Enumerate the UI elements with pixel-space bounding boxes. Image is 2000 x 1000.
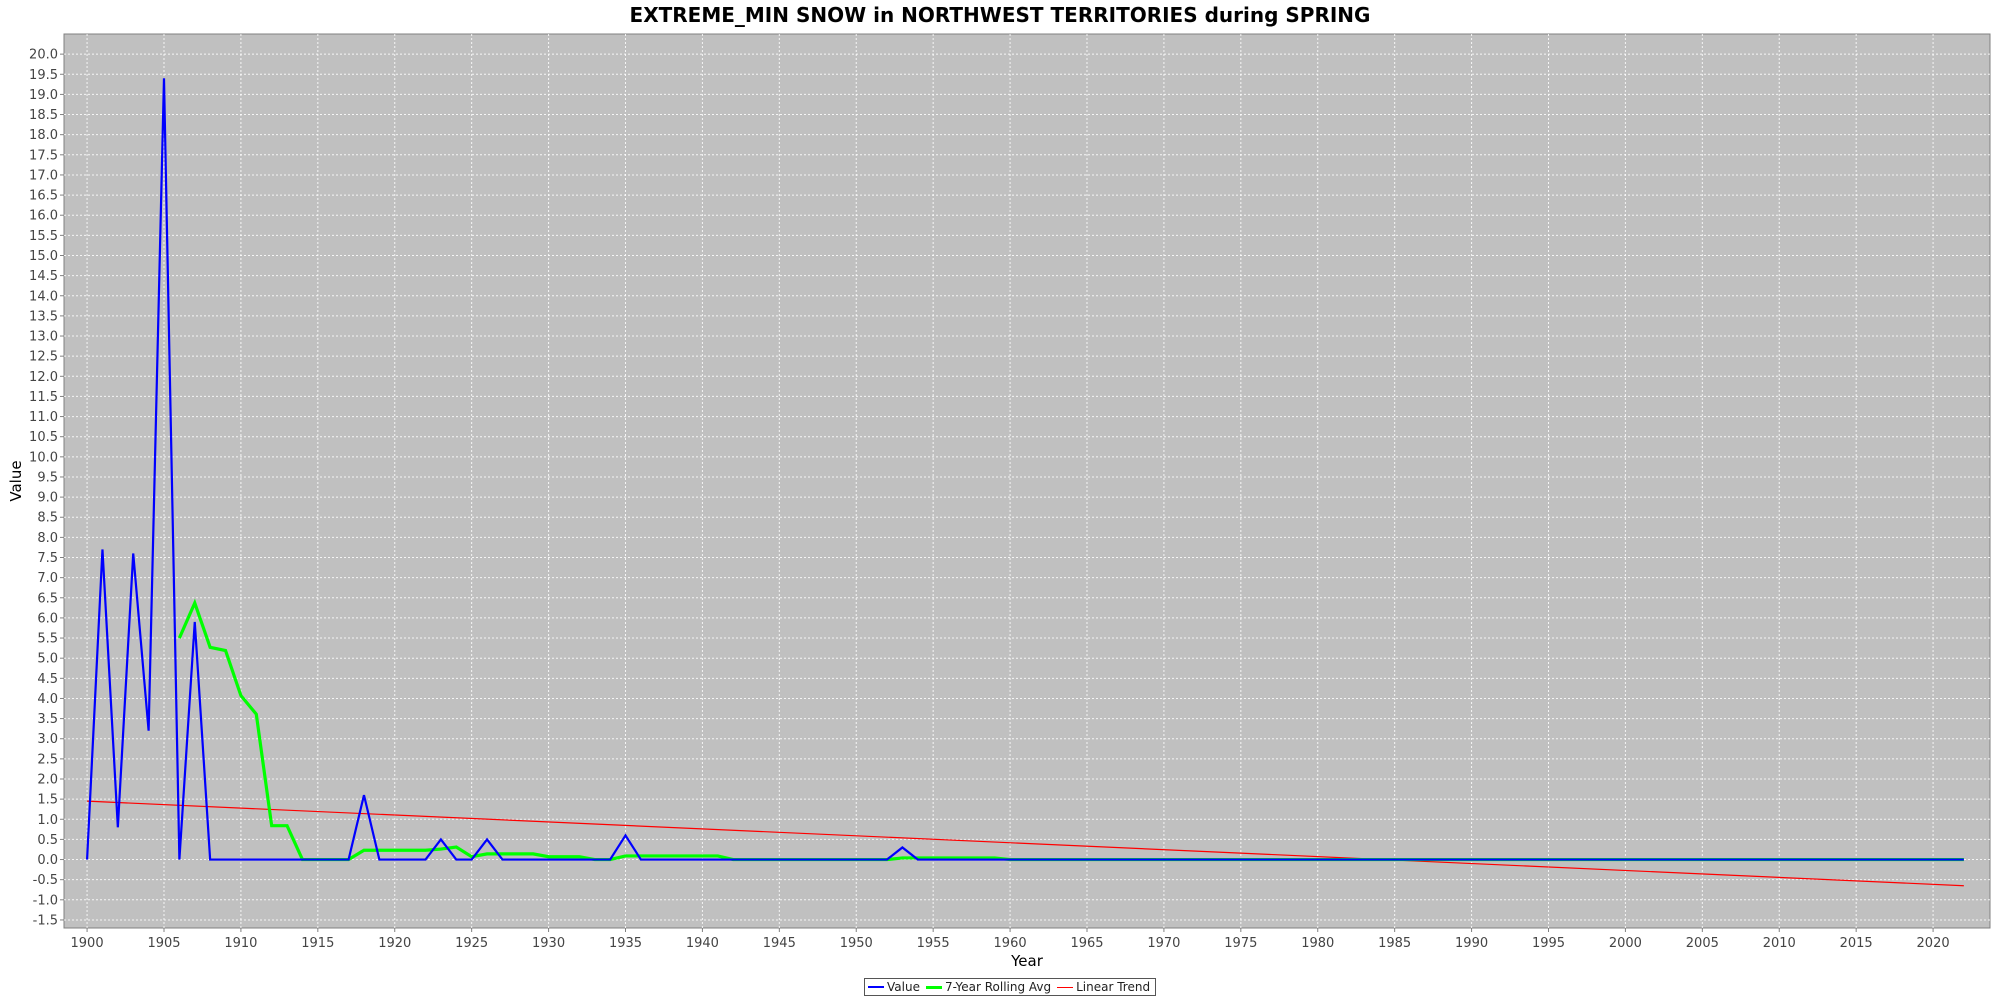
y-tick-label: 20.0 bbox=[29, 48, 58, 63]
y-tick-label: 11.0 bbox=[29, 410, 58, 425]
x-tick-label: 2015 bbox=[1840, 936, 1873, 951]
y-tick-label: 2.0 bbox=[37, 773, 58, 788]
y-tick-label: 9.5 bbox=[37, 470, 58, 485]
y-tick-label: 19.0 bbox=[29, 88, 58, 103]
y-tick-label: 9.0 bbox=[37, 491, 58, 506]
series-linear-trend-line bbox=[87, 800, 1964, 887]
y-tick-label: 7.0 bbox=[37, 571, 58, 586]
x-tick-label: 1970 bbox=[1147, 936, 1180, 951]
series-lines bbox=[85, 78, 1964, 887]
legend-swatch-linear-trend bbox=[1057, 986, 1074, 988]
x-tick-label: 1915 bbox=[301, 936, 334, 951]
y-tick-label: 4.5 bbox=[37, 672, 58, 687]
legend-label-linear-trend: Linear Trend bbox=[1076, 980, 1151, 994]
x-tick-label: 1910 bbox=[224, 936, 257, 951]
x-tick-label: 1935 bbox=[609, 936, 642, 951]
y-tick-label: 13.5 bbox=[29, 309, 58, 324]
y-tick-label: 2.5 bbox=[37, 752, 58, 767]
legend-item-linear-trend: Linear Trend bbox=[1057, 980, 1150, 994]
y-tick-label: 0.5 bbox=[37, 833, 58, 848]
x-tick-label: 1945 bbox=[763, 936, 796, 951]
y-tick-label: 10.0 bbox=[29, 450, 58, 465]
x-tick-label: 1920 bbox=[378, 936, 411, 951]
legend-item-rolling-avg: 7-Year Rolling Avg bbox=[925, 980, 1052, 994]
legend-label-value: Value bbox=[887, 980, 920, 994]
y-tick-label: 15.5 bbox=[29, 229, 58, 244]
x-tick-label: 1965 bbox=[1070, 936, 1103, 951]
y-tick-label: 8.5 bbox=[37, 511, 58, 526]
x-tick-label: 2020 bbox=[1917, 936, 1950, 951]
series-value-line bbox=[85, 78, 1964, 861]
x-tick-label: 1990 bbox=[1455, 936, 1488, 951]
y-axis-label: Value bbox=[7, 460, 25, 501]
y-tick-label: -1.5 bbox=[33, 913, 58, 928]
y-tick-label: -0.5 bbox=[33, 873, 58, 888]
x-tick-label: 1930 bbox=[532, 936, 565, 951]
y-tick-label: 12.0 bbox=[29, 370, 58, 385]
y-tick-label: 18.5 bbox=[29, 108, 58, 123]
y-tick-label: 1.5 bbox=[37, 793, 58, 808]
y-tick-label: 8.0 bbox=[37, 531, 58, 546]
y-tick-label: 15.0 bbox=[29, 249, 58, 264]
x-tick-label: 1905 bbox=[147, 936, 180, 951]
y-tick-label: 7.5 bbox=[37, 551, 58, 566]
y-tick-label: 1.0 bbox=[37, 813, 58, 828]
legend-item-value: Value bbox=[868, 980, 920, 994]
y-tick-label: 3.0 bbox=[37, 732, 58, 747]
y-tick-label: 5.5 bbox=[37, 632, 58, 647]
legend-swatch-rolling-avg bbox=[925, 985, 942, 989]
x-tick-label: 1925 bbox=[455, 936, 488, 951]
y-tick-label: 14.5 bbox=[29, 269, 58, 284]
y-tick-label: 12.5 bbox=[29, 350, 58, 365]
y-tick-label: 19.5 bbox=[29, 68, 58, 83]
y-tick-label: 6.0 bbox=[37, 611, 58, 626]
x-tick-label: 1960 bbox=[994, 936, 1027, 951]
legend-swatch-value bbox=[868, 986, 884, 988]
y-tick-label: 10.5 bbox=[29, 430, 58, 445]
x-tick-label: 1900 bbox=[71, 936, 104, 951]
axes: -1.5 -1.0 -0.5 0.0 0.5 1.0 1.5 2.0 2.5 3.0 3.5 4.0 4… bbox=[29, 48, 1950, 951]
plot-area bbox=[63, 33, 1991, 929]
x-tick-label: 1955 bbox=[917, 936, 950, 951]
x-tick-label: 2005 bbox=[1686, 936, 1719, 951]
x-tick-label: 1975 bbox=[1224, 936, 1257, 951]
y-tick-label: 18.0 bbox=[29, 128, 58, 143]
y-tick-label: 5.0 bbox=[37, 652, 58, 667]
y-tick-label: 16.5 bbox=[29, 189, 58, 204]
y-tick-label: -1.0 bbox=[33, 893, 58, 908]
x-tick-label: 1950 bbox=[840, 936, 873, 951]
x-tick-label: 1985 bbox=[1378, 936, 1411, 951]
chart-title: EXTREME_MIN SNOW in NORTHWEST TERRITORIE… bbox=[629, 3, 1371, 27]
plot-background bbox=[63, 33, 1991, 929]
y-tick-label: 3.5 bbox=[37, 712, 58, 727]
x-tick-label: 1940 bbox=[686, 936, 719, 951]
y-tick-label: 16.0 bbox=[29, 209, 58, 224]
y-tick-label: 13.0 bbox=[29, 330, 58, 345]
legend-label-rolling-avg: 7-Year Rolling Avg bbox=[944, 980, 1052, 994]
x-axis-label: Year bbox=[1010, 952, 1044, 970]
y-tick-label: 11.5 bbox=[29, 390, 58, 405]
y-tick-label: 6.5 bbox=[37, 591, 58, 606]
y-tick-label: 14.0 bbox=[29, 289, 58, 304]
y-tick-label: 17.5 bbox=[29, 148, 58, 163]
y-tick-label: 4.0 bbox=[37, 692, 58, 707]
x-tick-label: 2010 bbox=[1763, 936, 1796, 951]
x-tick-label: 2000 bbox=[1609, 936, 1642, 951]
chart-legend: Value 7-Year Rolling Avg Linear Trend bbox=[864, 978, 1157, 996]
y-tick-label: 0.0 bbox=[37, 853, 58, 868]
y-tick-label: 17.0 bbox=[29, 168, 58, 183]
x-tick-label: 1980 bbox=[1301, 936, 1334, 951]
x-tick-label: 1995 bbox=[1532, 936, 1565, 951]
